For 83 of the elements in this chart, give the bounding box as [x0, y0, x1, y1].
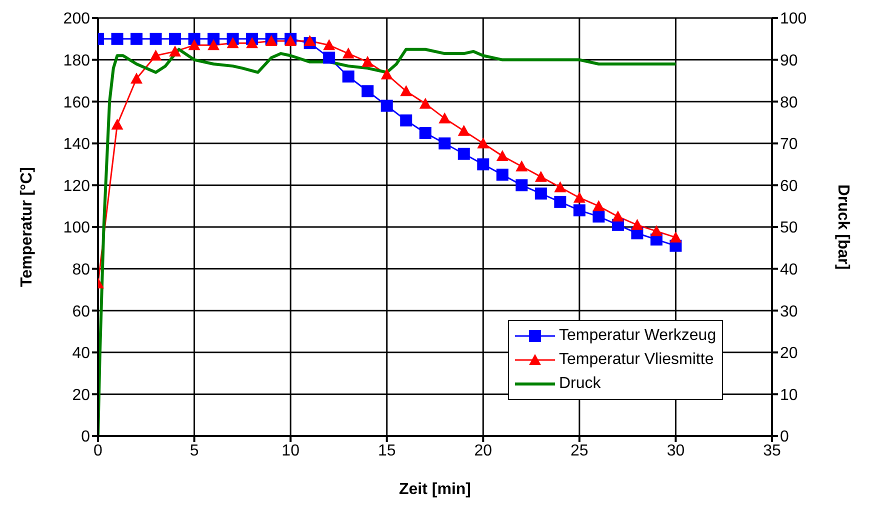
y-tick-label: 200: [63, 10, 90, 28]
y-tick-label: 180: [63, 52, 90, 70]
point: [400, 85, 412, 96]
point: [573, 204, 586, 216]
x-tick-label: 25: [570, 442, 588, 460]
x-axis-title: Zeit [min]: [399, 481, 471, 498]
x-tick-label: 20: [474, 442, 492, 460]
y-axis-title: Temperatur [°C]: [18, 167, 36, 287]
y-tick-label: 160: [63, 94, 90, 112]
legend-label: Druck: [559, 375, 601, 393]
point: [111, 118, 124, 130]
point: [534, 188, 547, 200]
point: [380, 100, 393, 112]
point: [208, 39, 220, 50]
point: [323, 39, 336, 50]
point: [362, 56, 374, 67]
point: [612, 210, 624, 222]
point: [650, 225, 662, 236]
point: [592, 200, 605, 212]
y2-tick-label: 60: [780, 178, 798, 195]
point: [342, 48, 354, 59]
y-tick-label: 0: [81, 428, 90, 446]
point: [304, 34, 316, 46]
point: [554, 181, 566, 192]
x-tick-label: 35: [763, 442, 781, 460]
point: [477, 158, 490, 170]
point: [516, 179, 528, 192]
point: [438, 137, 451, 150]
y2-tick-label: 30: [780, 303, 798, 320]
y-tick-label: 120: [63, 178, 90, 195]
point: [438, 112, 451, 124]
point: [362, 85, 374, 98]
point: [380, 68, 393, 80]
point: [130, 72, 143, 84]
point: [458, 148, 470, 160]
x-tick-label: 0: [94, 442, 103, 460]
point: [246, 37, 258, 48]
point: [150, 32, 162, 45]
y-tick-label: 80: [72, 261, 90, 278]
point: [226, 37, 239, 48]
point: [419, 98, 432, 109]
y2-tick-label: 80: [780, 94, 798, 112]
y-tick-label: 60: [72, 303, 90, 320]
x-tick-label: 30: [666, 442, 685, 460]
point: [670, 231, 682, 242]
y-tick-label: 100: [63, 220, 90, 237]
point: [477, 137, 490, 148]
point: [496, 150, 508, 161]
point: [400, 114, 412, 126]
x-tick-label: 10: [282, 442, 300, 460]
point: [534, 170, 547, 182]
point: [496, 168, 508, 181]
point: [554, 196, 566, 208]
point: [516, 160, 528, 172]
y2-tick-label: 10: [780, 386, 798, 404]
point: [169, 45, 182, 56]
legend-label: Temperatur Werkzeug: [559, 327, 716, 345]
point: [111, 32, 124, 45]
y2-tick-label: 100: [780, 10, 807, 28]
point: [150, 50, 162, 61]
y2-tick-label: 20: [780, 345, 798, 362]
point: [458, 124, 470, 136]
x-tick-label: 15: [378, 442, 396, 460]
point: [342, 70, 354, 83]
y2-tick-label: 40: [780, 261, 798, 278]
y2-tick-label: 0: [780, 428, 789, 446]
y2-tick-label: 50: [780, 220, 798, 237]
y-tick-label: 20: [72, 386, 90, 404]
point: [573, 192, 586, 203]
y2-tick-label: 90: [780, 52, 798, 70]
legend-label: Temperatur Vliesmitte: [559, 351, 714, 369]
y-tick-label: 140: [63, 136, 90, 154]
point: [323, 52, 336, 64]
point: [169, 32, 182, 45]
point: [419, 126, 432, 139]
y-tick-label: 40: [72, 345, 90, 362]
point: [130, 32, 143, 45]
point: [631, 218, 644, 230]
y2-axis-title: Druck [bar]: [834, 184, 852, 270]
point: [592, 210, 605, 223]
x-tick-label: 5: [190, 442, 199, 460]
y2-tick-label: 70: [780, 136, 798, 154]
point: [188, 39, 200, 50]
